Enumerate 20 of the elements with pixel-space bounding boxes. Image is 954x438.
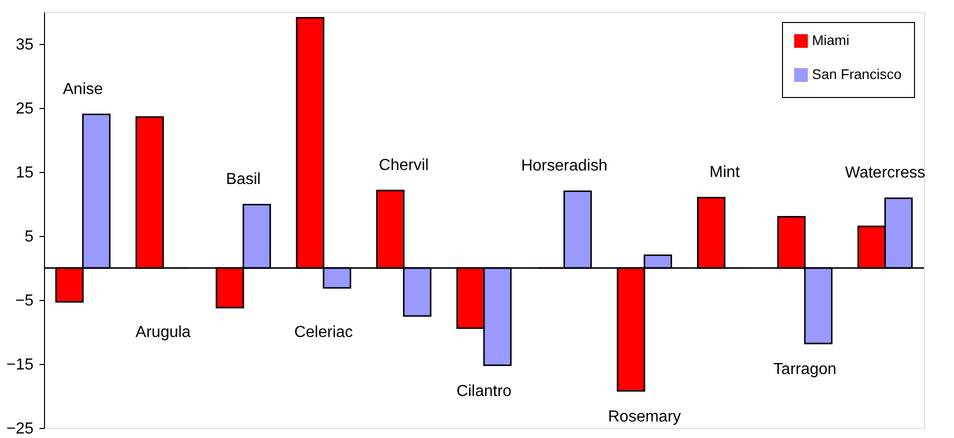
- x-tick-label: Horseradish: [521, 158, 608, 175]
- y-tick-label: 25: [16, 100, 34, 118]
- legend-label: Miami: [812, 32, 850, 48]
- y-tick-label: 15: [16, 164, 34, 182]
- x-tick-label: Anise: [62, 80, 104, 98]
- y-tick-label: 5: [24, 228, 34, 246]
- y-tick-label: −25: [6, 420, 34, 438]
- x-tick-label: Mint: [710, 164, 740, 181]
- x-tick-label: Celeriac: [294, 324, 353, 341]
- x-tick-label: Chervil: [378, 156, 429, 174]
- y-tick-label: 35: [16, 36, 34, 54]
- x-tick-label: Cilantro: [456, 382, 512, 400]
- x-tick-label: Arugula: [136, 324, 191, 341]
- y-tick-label: −5: [15, 292, 34, 310]
- y-tick-label: −15: [6, 356, 34, 374]
- x-tick-label: Basil: [226, 171, 261, 188]
- x-tick-label: Watercress: [844, 164, 926, 182]
- x-tick-label: Tarragon: [773, 361, 836, 378]
- legend-label: San Francisco: [812, 66, 902, 82]
- x-tick-label: Rosemary: [608, 408, 681, 426]
